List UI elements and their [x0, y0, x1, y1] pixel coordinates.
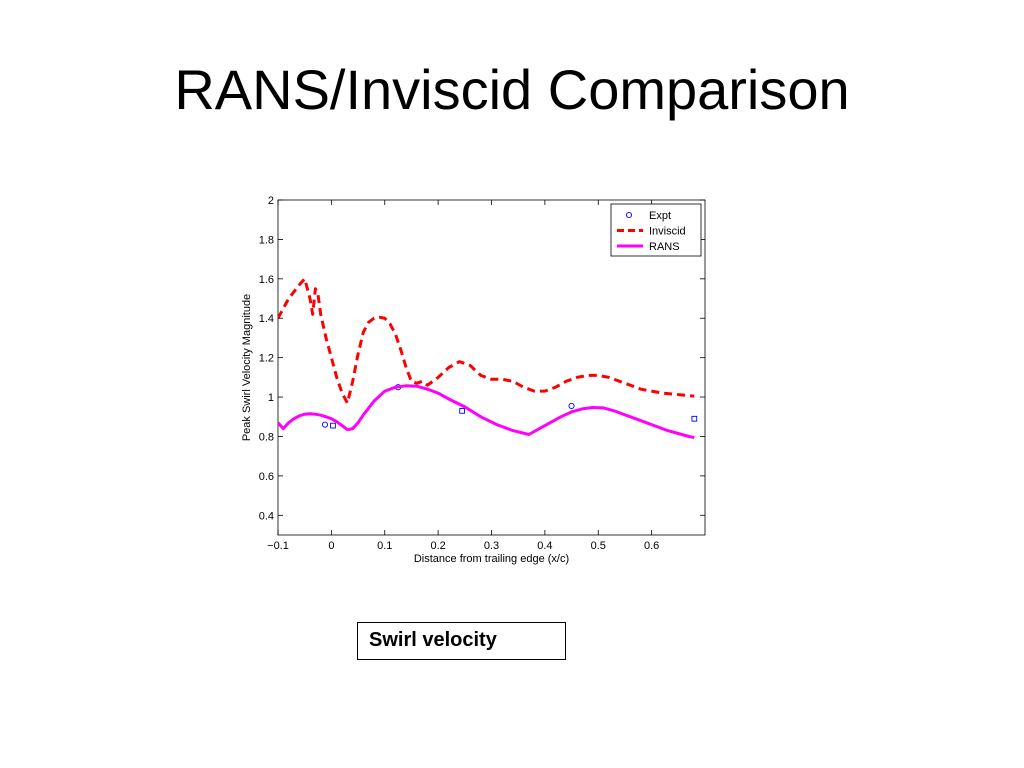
y-tick-label: 1.2 [259, 353, 274, 365]
legend-label: Inviscid [649, 226, 686, 238]
legend-label: Expt [649, 210, 671, 222]
expt-point [330, 422, 336, 429]
x-tick-label: 0.3 [484, 540, 499, 552]
expt-point [691, 415, 698, 422]
expt-point [321, 421, 329, 428]
x-axis-label: Distance from trailing edge (x/c) [414, 553, 569, 565]
expt-point [568, 402, 575, 409]
caption-box: Swirl velocity [357, 622, 566, 660]
y-tick-label: 1 [268, 392, 274, 404]
legend-marker [625, 211, 633, 219]
chart-svg: −0.1 0 0.1 0.2 0.3 0.4 0.5 0.6 0.4 0.6 0.8 1 1.2 1.4 1… [241, 195, 706, 565]
x-tick-label: −0.1 [267, 540, 289, 552]
y-tick-label: 1.4 [259, 313, 274, 325]
y-axis-label: Peak Swirl Velocity Magnitude [241, 294, 253, 441]
slide-title: RANS/Inviscid Comparison [174, 58, 850, 121]
rans-line [278, 384, 695, 439]
legend-label: RANS [649, 241, 680, 253]
x-tick-label: 0.4 [537, 540, 552, 552]
x-tick-label: 0 [328, 540, 334, 552]
y-tick-label: 0.6 [259, 471, 274, 483]
chart: −0.1 0 0.1 0.2 0.3 0.4 0.5 0.6 0.4 0.6 0.8 1 1.2 1.4 1… [230, 190, 720, 575]
y-tick-label: 1.6 [259, 274, 274, 286]
y-tick-label: 0.8 [259, 431, 274, 443]
legend: Expt Inviscid RANS [610, 203, 702, 257]
caption-text: Swirl velocity [369, 629, 497, 651]
x-tick-label: 0.6 [644, 540, 659, 552]
x-tick-label: 0.5 [591, 540, 606, 552]
axes: −0.1 0 0.1 0.2 0.3 0.4 0.5 0.6 0.4 0.6 0.8 1 1.2 1.4 1… [241, 195, 705, 565]
x-tick-label: 0.1 [377, 540, 392, 552]
y-tick-label: 0.4 [259, 510, 274, 522]
series-layer [278, 277, 698, 439]
y-tick-label: 2 [268, 195, 274, 207]
expt-point [459, 408, 465, 414]
x-tick-label: 0.2 [430, 540, 445, 552]
inviscid-line [278, 277, 695, 405]
y-tick-label: 1.8 [259, 234, 274, 246]
